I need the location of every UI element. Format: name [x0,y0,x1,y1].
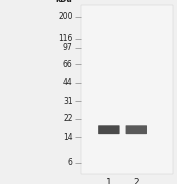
Text: 44: 44 [63,78,73,87]
Text: 31: 31 [63,97,73,106]
FancyBboxPatch shape [81,5,173,174]
Text: 116: 116 [58,34,73,43]
Text: 66: 66 [63,60,73,69]
Text: 14: 14 [63,133,73,141]
Text: 97: 97 [63,43,73,52]
FancyBboxPatch shape [98,125,120,134]
Text: 22: 22 [63,114,73,123]
Text: 1: 1 [106,178,112,184]
Text: 200: 200 [58,12,73,21]
Text: 6: 6 [68,158,73,167]
Text: 2: 2 [133,178,139,184]
Text: kDa: kDa [56,0,73,4]
FancyBboxPatch shape [126,125,147,134]
